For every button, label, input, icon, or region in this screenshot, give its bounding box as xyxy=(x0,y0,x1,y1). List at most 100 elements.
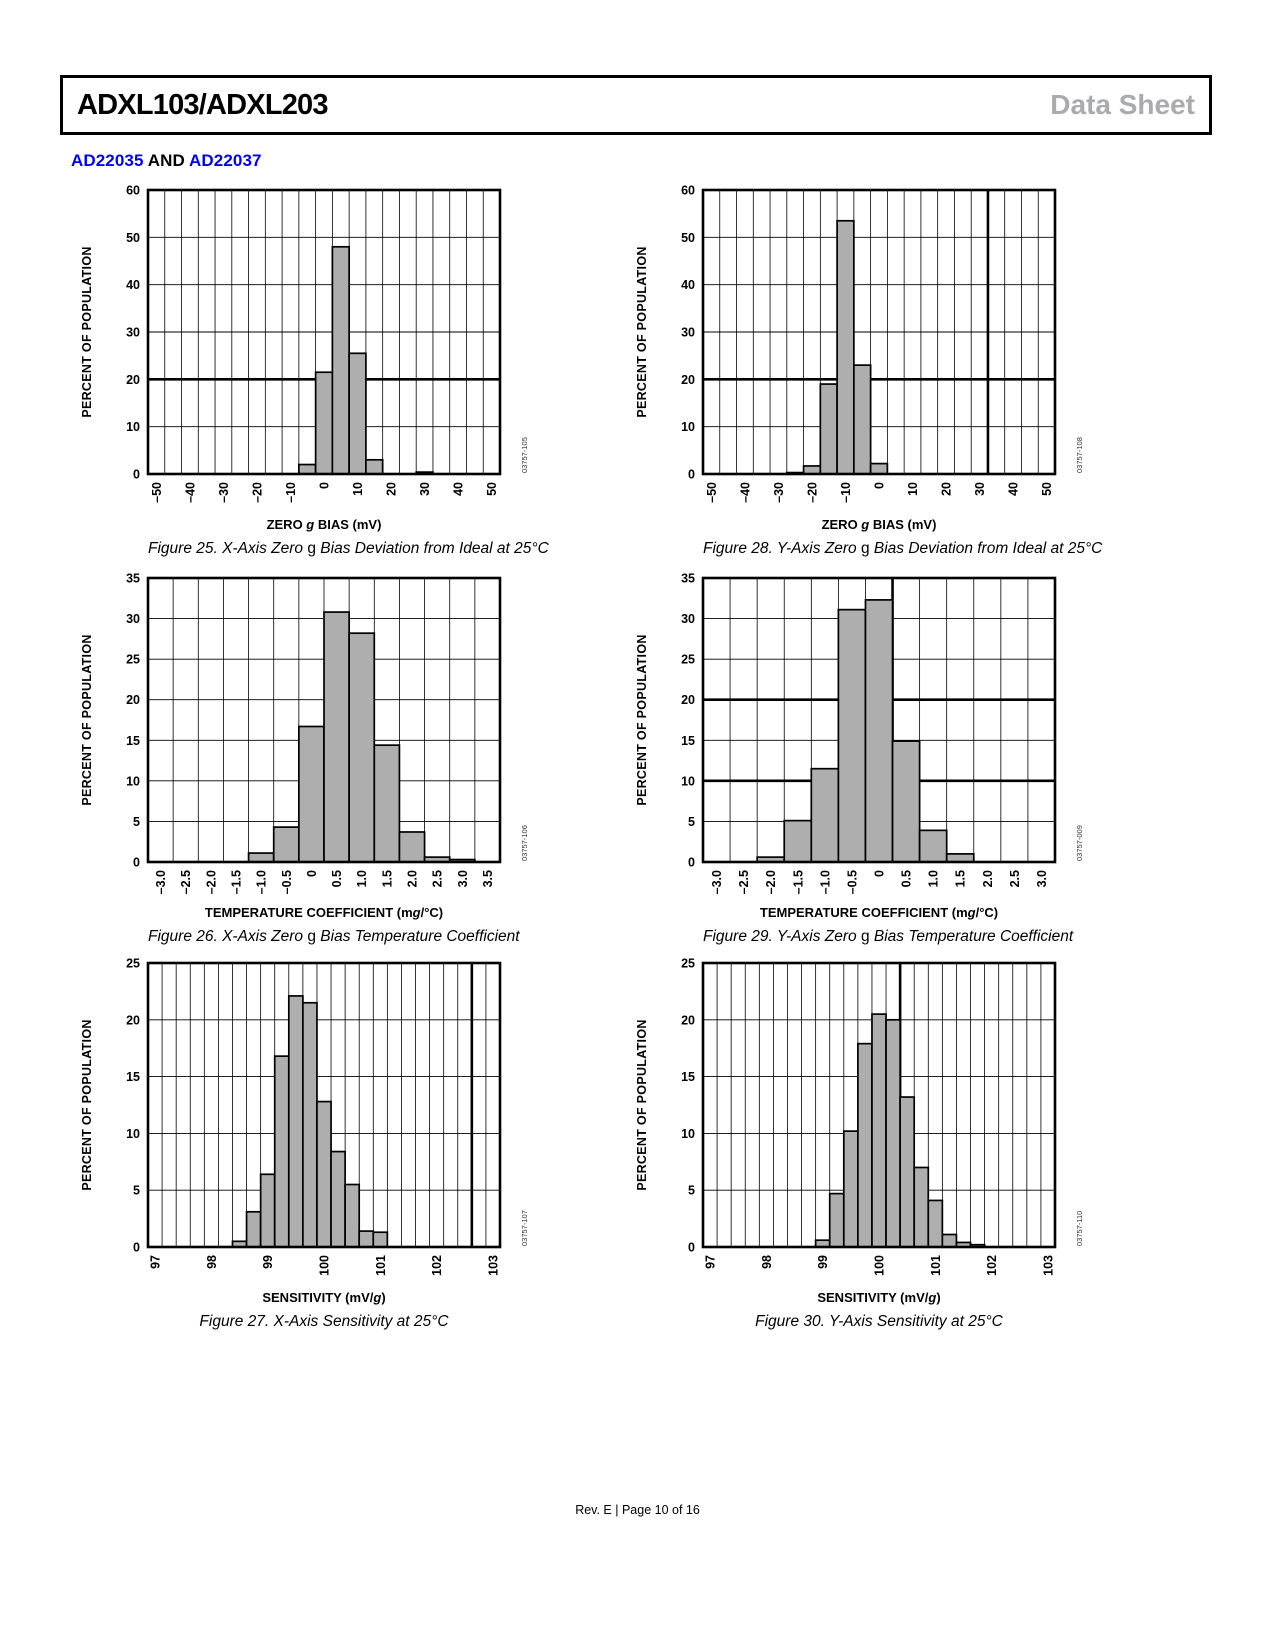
histogram-bar xyxy=(871,1013,887,1248)
histogram-bar xyxy=(853,364,872,475)
figure-28-histogram: 0 10 20 30 40 50 60 PERCENT OF POPULATION –50 –40… xyxy=(625,184,1090,538)
x-axis-title: TEMPERATURE COEFFICIENT (mg/°C) xyxy=(760,905,998,920)
y-tick-label: 0 xyxy=(133,468,140,482)
plot-border xyxy=(146,961,502,1249)
x-tick-label: 99 xyxy=(261,1255,275,1269)
figure-26-block: 0 5 10 15 20 25 30 35 PERCENT OF POPULATION –3.0–… xyxy=(70,572,535,946)
figure-28-block: 0 10 20 30 40 50 60 PERCENT OF POPULATION –50 –40… xyxy=(625,184,1102,558)
figure-code: 03757-110 xyxy=(1075,1211,1084,1246)
y-axis-title: PERCENT OF POPULATION xyxy=(635,246,649,417)
y-tick-label: 25 xyxy=(126,653,140,667)
x-tick-label: –2.5 xyxy=(737,870,751,894)
histogram-bar xyxy=(272,826,300,863)
figure-code: 03757-106 xyxy=(520,825,529,861)
x-tick-label: 3.5 xyxy=(481,870,495,887)
x-tick-label: 101 xyxy=(929,1255,943,1276)
x-tick-label: 97 xyxy=(149,1255,163,1269)
y-tick-label: 5 xyxy=(133,815,140,829)
figure-27-block: 0 5 10 15 20 25 PERCENT OF POPULATION 97 98 99 100… xyxy=(70,957,535,1331)
x-tick-label: –40 xyxy=(738,482,752,503)
x-axis-title: ZERO g BIAS (mV) xyxy=(267,517,382,532)
y-tick-label: 35 xyxy=(126,572,140,586)
x-tick-label: –3.0 xyxy=(710,870,724,894)
y-tick-label: 60 xyxy=(126,184,140,198)
x-tick-label: 103 xyxy=(486,1255,500,1276)
y-tick-label: 20 xyxy=(126,373,140,387)
histogram-bar xyxy=(398,831,426,863)
x-tick-label: 2.0 xyxy=(406,870,420,887)
y-tick-label: 30 xyxy=(681,612,695,626)
y-tick-label: 15 xyxy=(681,734,695,748)
y-tick-label: 0 xyxy=(688,856,695,870)
figure-27-histogram: 0 5 10 15 20 25 PERCENT OF POPULATION 97 98 99 100… xyxy=(70,957,535,1311)
figure-27-svg: 0 5 10 15 20 25 PERCENT OF POPULATION 97 98 99 100… xyxy=(80,957,529,1306)
histogram-bar xyxy=(891,740,921,863)
x-tick-label: 20 xyxy=(940,482,954,496)
x-tick-label: 1.0 xyxy=(355,870,369,887)
figure-26-histogram: 0 5 10 15 20 25 30 35 PERCENT OF POPULATION –3.0–… xyxy=(70,572,535,926)
x-tick-label: –0.5 xyxy=(280,870,294,894)
y-tick-label: 10 xyxy=(126,774,140,788)
y-tick-label: 40 xyxy=(126,278,140,292)
histogram-bar xyxy=(365,458,384,475)
x-tick-label: –3.0 xyxy=(154,870,168,894)
page-header: ADXL103/ADXL203 Data Sheet xyxy=(60,75,1212,135)
x-tick-label: –40 xyxy=(183,482,197,503)
y-tick-label: 50 xyxy=(126,231,140,245)
x-tick-label: 100 xyxy=(318,1255,332,1276)
x-tick-label: 50 xyxy=(485,482,499,496)
x-tick-label: 1.5 xyxy=(380,870,394,887)
figure-28-caption: Figure 28. Y-Axis Zero g Bias Deviation … xyxy=(703,539,1102,558)
x-tick-label: 30 xyxy=(973,482,987,496)
histogram-bar xyxy=(372,1231,389,1248)
histogram-bar xyxy=(314,371,334,475)
y-tick-label: 25 xyxy=(126,957,140,971)
caption-segment: Figure 29. Y-Axis Zero xyxy=(703,928,861,945)
histogram-bar xyxy=(302,1001,318,1248)
caption-segment: Bias Deviation from Ideal at 25°C xyxy=(315,540,549,557)
plot-border xyxy=(701,188,1057,476)
caption-segment: Figure 26. X-Axis Zero xyxy=(148,928,308,945)
caption-segment: g xyxy=(860,540,870,557)
x-tick-label: –2.0 xyxy=(764,870,778,894)
figure-code: 03757-108 xyxy=(1075,437,1084,473)
figure-26-caption: Figure 26. X-Axis Zero g Bias Temperatur… xyxy=(148,927,520,946)
x-tick-label: –30 xyxy=(772,482,786,503)
x-axis-title: TEMPERATURE COEFFICIENT (mg/°C) xyxy=(205,905,443,920)
figure-29-histogram: 0 5 10 15 20 25 30 35 PERCENT OF POPULATION –3.0–… xyxy=(625,572,1090,926)
histogram-bar xyxy=(810,767,840,863)
x-tick-label: 10 xyxy=(906,482,920,496)
x-tick-label: –10 xyxy=(839,482,853,503)
y-tick-label: 50 xyxy=(681,231,695,245)
x-tick-label: 50 xyxy=(1040,482,1054,496)
x-tick-label: –1.0 xyxy=(255,870,269,894)
x-tick-label: –0.5 xyxy=(845,870,859,894)
x-tick-label: 0 xyxy=(873,482,887,489)
histogram-bar xyxy=(298,463,317,475)
y-tick-label: 15 xyxy=(126,1070,140,1084)
plot-border xyxy=(146,576,502,864)
y-tick-label: 60 xyxy=(681,184,695,198)
page-footer: Rev. E | Page 10 of 16 xyxy=(575,1503,700,1517)
x-tick-label: 98 xyxy=(205,1255,219,1269)
y-axis-title: PERCENT OF POPULATION xyxy=(80,1019,94,1190)
histogram-bar xyxy=(899,1096,916,1248)
link-ad22035[interactable]: AD22035 xyxy=(71,151,144,170)
histogram-bar xyxy=(842,1130,859,1248)
caption-segment: g xyxy=(307,540,316,557)
x-tick-label: 20 xyxy=(385,482,399,496)
x-tick-label: 98 xyxy=(760,1255,774,1269)
y-tick-label: 35 xyxy=(681,572,695,586)
x-tick-label: 100 xyxy=(873,1255,887,1276)
y-tick-label: 5 xyxy=(688,1184,695,1198)
page-title: ADXL103/ADXL203 xyxy=(77,88,329,121)
x-tick-label: 30 xyxy=(418,482,432,496)
histogram-bar xyxy=(913,1166,930,1248)
link-ad22037[interactable]: AD22037 xyxy=(189,151,262,170)
y-tick-label: 20 xyxy=(126,1013,140,1027)
y-tick-label: 20 xyxy=(681,693,695,707)
y-tick-label: 0 xyxy=(133,856,140,870)
histogram-bar xyxy=(348,352,367,475)
histogram-bar xyxy=(287,995,304,1248)
